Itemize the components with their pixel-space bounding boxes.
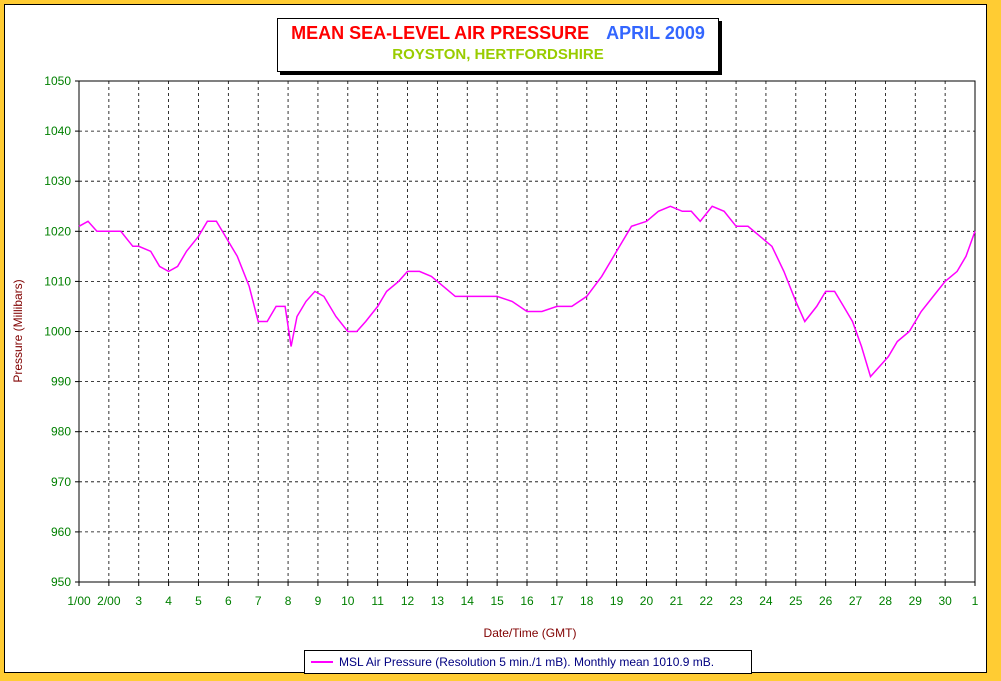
x-tick-label: 17 [550, 594, 564, 608]
x-tick-label: 16 [520, 594, 534, 608]
x-tick-label: 7 [255, 594, 262, 608]
y-tick-label: 1040 [44, 124, 71, 138]
legend: MSL Air Pressure (Resolution 5 min./1 mB… [304, 650, 752, 674]
x-tick-label: 10 [341, 594, 355, 608]
y-tick-label: 1050 [44, 74, 71, 88]
y-axis-label: Pressure (Millibars) [11, 279, 25, 382]
y-tick-label: 990 [51, 375, 71, 389]
x-tick-label: 30 [938, 594, 952, 608]
x-tick-label: 12 [401, 594, 415, 608]
y-tick-label: 960 [51, 525, 71, 539]
x-tick-label: 5 [195, 594, 202, 608]
x-tick-label: 1 [972, 594, 979, 608]
y-tick-label: 1020 [44, 224, 71, 238]
x-tick-label: 24 [759, 594, 773, 608]
x-tick-label: 22 [700, 594, 714, 608]
chart-title-box: MEAN SEA-LEVEL AIR PRESSURE APRIL 2009 R… [277, 18, 719, 72]
legend-swatch [311, 661, 333, 663]
x-axis-label: Date/Time (GMT) [484, 626, 577, 640]
axis-layer [75, 80, 976, 586]
x-tick-label: 14 [461, 594, 475, 608]
grid-layer [79, 81, 975, 582]
y-tick-label: 980 [51, 425, 71, 439]
x-tick-label: 18 [580, 594, 594, 608]
x-tick-label: 13 [431, 594, 445, 608]
x-tick-label: 6 [225, 594, 232, 608]
x-tick-label: 28 [879, 594, 893, 608]
x-tick-label: 4 [165, 594, 172, 608]
y-tick-label: 1000 [44, 325, 71, 339]
x-tick-label: 15 [490, 594, 504, 608]
x-tick-label: 20 [640, 594, 654, 608]
chart-title-period: APRIL 2009 [606, 23, 705, 43]
x-tick-label: 21 [670, 594, 684, 608]
x-tick-label: 2/00 [97, 594, 121, 608]
tick-label-layer: 9509609709809901000101010201030104010501… [44, 74, 978, 608]
x-tick-label: 19 [610, 594, 624, 608]
x-tick-label: 27 [849, 594, 863, 608]
x-tick-label: 25 [789, 594, 803, 608]
x-tick-label: 26 [819, 594, 833, 608]
title-line: MEAN SEA-LEVEL AIR PRESSURE APRIL 2009 [278, 23, 718, 44]
chart-frame [4, 4, 987, 673]
x-tick-label: 8 [285, 594, 292, 608]
legend-entry: MSL Air Pressure (Resolution 5 min./1 mB… [339, 655, 715, 669]
y-tick-label: 1030 [44, 174, 71, 188]
y-tick-label: 970 [51, 475, 71, 489]
chart-title: MEAN SEA-LEVEL AIR PRESSURE [291, 23, 590, 43]
x-tick-label: 29 [909, 594, 923, 608]
x-tick-label: 3 [135, 594, 142, 608]
x-tick-label: 11 [371, 594, 384, 608]
chart-subtitle: ROYSTON, HERTFORDSHIRE [392, 46, 604, 63]
series-line [78, 205, 976, 379]
y-tick-label: 950 [51, 575, 71, 589]
x-tick-label: 9 [315, 594, 322, 608]
x-tick-label: 1/00 [67, 594, 91, 608]
y-tick-label: 1010 [44, 274, 71, 288]
x-tick-label: 23 [729, 594, 743, 608]
